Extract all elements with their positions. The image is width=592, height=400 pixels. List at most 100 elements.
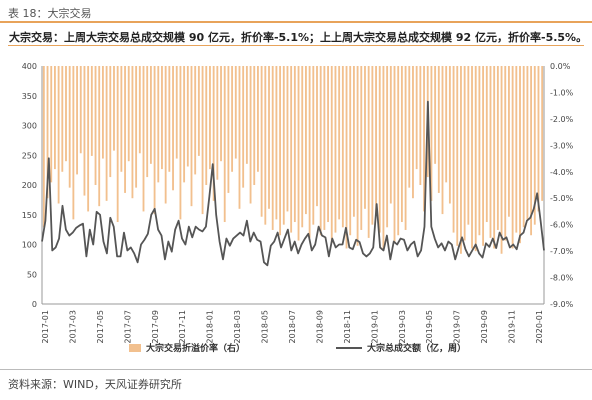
bar-mark <box>286 66 289 212</box>
bar-mark <box>297 66 300 241</box>
bar-mark <box>124 66 126 193</box>
right-tick-label: -9.0% <box>550 300 574 309</box>
bar-mark <box>515 66 518 233</box>
bar-mark <box>330 66 333 244</box>
bar-mark <box>349 66 352 236</box>
bar-mark <box>448 66 451 204</box>
bar-mark <box>519 66 521 244</box>
right-tick-label: 0.0% <box>550 62 571 71</box>
x-tick-label: 2019-09 <box>480 310 489 343</box>
bar-mark <box>54 66 56 170</box>
bar-mark <box>500 66 503 254</box>
subtitle-rule <box>8 45 584 46</box>
bar-mark <box>50 66 53 183</box>
bar-mark <box>345 66 348 249</box>
bar-mark <box>341 66 344 228</box>
bar-mark <box>327 66 329 223</box>
bar-mark <box>197 66 200 156</box>
bar-mark <box>430 66 433 201</box>
bar-mark <box>57 66 60 204</box>
x-tick-label: 2018-03 <box>233 310 242 343</box>
bar-mark <box>249 66 252 204</box>
legend: 大宗交易折溢价率（右） 大宗总成交额（亿，周） <box>129 342 466 354</box>
bar-mark <box>533 66 536 225</box>
bar-mark <box>305 66 307 215</box>
bar-mark <box>157 66 160 183</box>
bar-mark <box>257 66 259 172</box>
bar-mark <box>504 66 507 241</box>
bar-mark <box>201 66 204 215</box>
bar-mark <box>423 66 425 212</box>
bar-mark <box>471 66 473 249</box>
bar-mark <box>79 66 82 154</box>
bar-mark <box>508 66 510 217</box>
bar-mark <box>526 66 529 220</box>
bar-mark <box>83 66 86 196</box>
bar-mark <box>308 66 311 238</box>
bar-mark <box>323 66 326 230</box>
bar-mark <box>460 66 462 254</box>
x-tick-label: 2017-05 <box>96 310 105 343</box>
bar-mark <box>120 66 123 172</box>
bar-mark <box>146 66 149 178</box>
bar-mark <box>364 66 366 209</box>
bar-mark <box>76 66 78 175</box>
left-tick-label: 200 <box>22 181 37 190</box>
x-tick-label: 2019-11 <box>508 310 517 343</box>
left-tick-label: 350 <box>22 92 37 101</box>
bar-mark <box>135 66 138 188</box>
bar-mark <box>253 66 256 185</box>
bar-mark <box>312 66 315 225</box>
bar-mark <box>463 66 466 241</box>
bar-mark <box>168 66 171 172</box>
bar-mark <box>161 66 163 170</box>
left-tick-label: 300 <box>22 122 37 131</box>
bar-mark <box>46 66 49 199</box>
bar-mark <box>98 66 101 207</box>
bar-mark <box>127 66 130 162</box>
bar-mark <box>408 66 411 188</box>
right-tick-label: -6.0% <box>550 221 574 230</box>
bar-mark <box>437 66 440 193</box>
bar-mark <box>412 66 414 199</box>
bar-mark <box>164 66 167 204</box>
bar-mark <box>482 66 485 246</box>
bar-mark <box>415 66 418 170</box>
bar-mark <box>537 66 540 212</box>
bar-mark <box>378 66 381 233</box>
x-tick-label: 2018-01 <box>206 310 215 343</box>
bar-mark <box>441 66 444 215</box>
bar-mark <box>279 66 282 236</box>
chart-subtitle: 大宗交易：上周大宗交易总成交规模 90 亿元，折价率-5.1%；上上周大宗交易总… <box>9 31 588 44</box>
left-tick-label: 50 <box>27 270 37 279</box>
bar-mark <box>382 66 385 249</box>
bar-mark <box>386 66 389 228</box>
x-tick-label: 2018-07 <box>288 310 297 343</box>
x-tick-label: 2019-03 <box>398 310 407 343</box>
bar-mark <box>290 66 293 233</box>
bar-mark <box>153 66 156 215</box>
right-tick-label: -1.0% <box>550 88 574 97</box>
bar-mark <box>419 66 422 185</box>
right-tick-label: -2.0% <box>550 115 574 124</box>
bar-mark <box>367 66 370 238</box>
left-tick-label: 400 <box>22 62 37 71</box>
bar-mark <box>231 66 234 172</box>
bar-mark <box>319 66 322 236</box>
bar-mark <box>397 66 400 236</box>
bar-mark <box>478 66 481 236</box>
left-tick-label: 100 <box>22 241 37 250</box>
bar-mark <box>474 66 477 252</box>
figure-caption: 表 18：大宗交易 <box>8 7 92 20</box>
bar-mark <box>94 66 97 185</box>
bar-mark <box>234 66 237 159</box>
x-tick-label: 2019-05 <box>425 310 434 343</box>
bar-mark <box>452 66 455 233</box>
x-tick-label: 2017-11 <box>178 310 187 343</box>
x-tick-label: 2017-09 <box>151 310 160 343</box>
bar-mark <box>194 66 197 175</box>
bar-mark <box>113 66 115 151</box>
right-tick-label: -4.0% <box>550 168 574 177</box>
bar-mark <box>109 66 112 178</box>
